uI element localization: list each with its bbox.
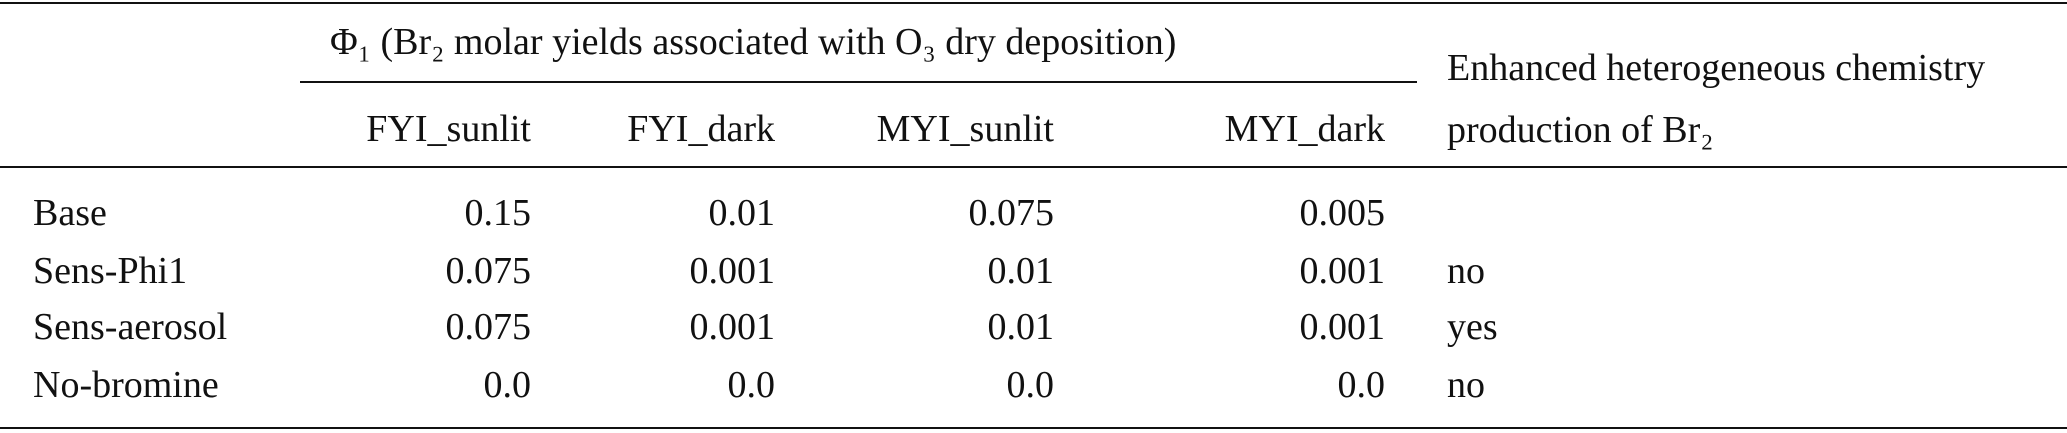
enhanced-value: no (1447, 250, 1485, 292)
cell-value: 0.075 (445, 250, 532, 292)
cell-value: 0.15 (464, 192, 532, 234)
column-header: MYI_sunlit (876, 108, 1054, 150)
cell-value: 0.01 (987, 250, 1055, 292)
last-header: Enhanced heterogeneous chemistry product… (1447, 47, 1986, 151)
cell-value: 0.001 (1299, 306, 1386, 348)
cell-value: 0.0 (1006, 364, 1055, 406)
bottom-rule (0, 427, 2067, 429)
cell-value: 0.005 (1299, 192, 1386, 234)
column-header: FYI_dark (627, 108, 775, 150)
row-label: No-bromine (33, 364, 219, 406)
cell-value: 0.001 (689, 250, 776, 292)
column-header: MYI_dark (1224, 108, 1385, 150)
cell-value: 0.001 (689, 306, 776, 348)
cell-value: 0.0 (483, 364, 532, 406)
cell-value: 0.0 (1337, 364, 1386, 406)
cell-value: 0.01 (987, 306, 1055, 348)
cell-value: 0.075 (968, 192, 1055, 234)
column-header: FYI_sunlit (366, 108, 531, 150)
cell-value: 0.075 (445, 306, 532, 348)
cell-value: 0.0 (727, 364, 776, 406)
group-rule (300, 81, 1417, 83)
row-label: Base (33, 192, 107, 234)
enhanced-value: no (1447, 364, 1485, 406)
row-label: Sens-aerosol (33, 306, 228, 348)
enhanced-value: yes (1447, 306, 1498, 348)
group-header: Φ₁ (Br₂ molar yields associated with O₃ … (330, 21, 1177, 63)
row-label: Sens-Phi1 (33, 250, 188, 292)
header-rule (0, 166, 2067, 168)
top-rule (0, 2, 2067, 4)
cell-value: 0.001 (1299, 250, 1386, 292)
cell-value: 0.01 (708, 192, 776, 234)
